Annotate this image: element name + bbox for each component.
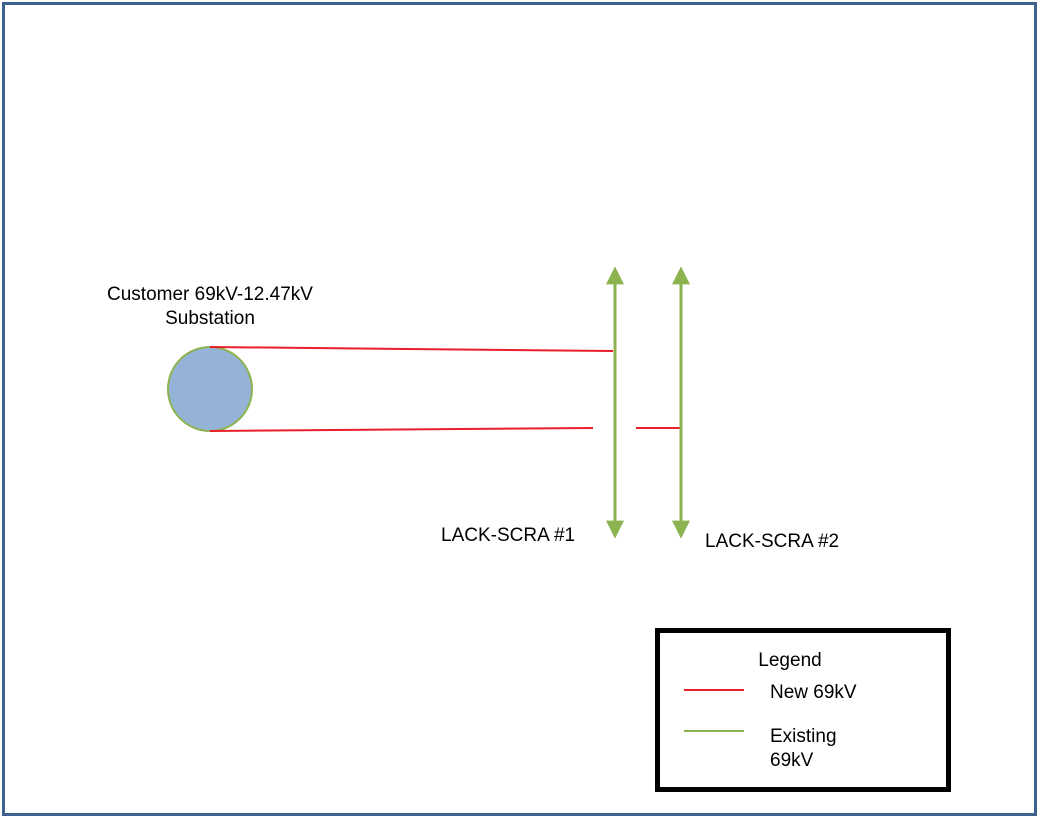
legend-box: Legend New 69kV Existing 69kV — [655, 628, 951, 792]
line2-label: LACK-SCRA #2 — [705, 531, 840, 552]
substation-label-line1: Customer 69kV-12.47kV — [107, 284, 313, 305]
line1-label: LACK-SCRA #1 — [441, 525, 576, 546]
substation-label: Customer 69kV-12.47kV Substation — [60, 283, 360, 331]
new-line-bottom — [209, 427, 594, 432]
legend-title: Legend — [758, 650, 822, 671]
legend-new-label: New 69kV — [770, 682, 857, 703]
legend-new-swatch — [684, 689, 744, 691]
legend-existing-swatch — [684, 730, 744, 732]
substation-label-line2: Substation — [165, 308, 255, 329]
substation-circle — [167, 346, 253, 432]
legend-existing-label: Existing 69kV — [770, 726, 837, 771]
new-line-top — [209, 346, 614, 352]
